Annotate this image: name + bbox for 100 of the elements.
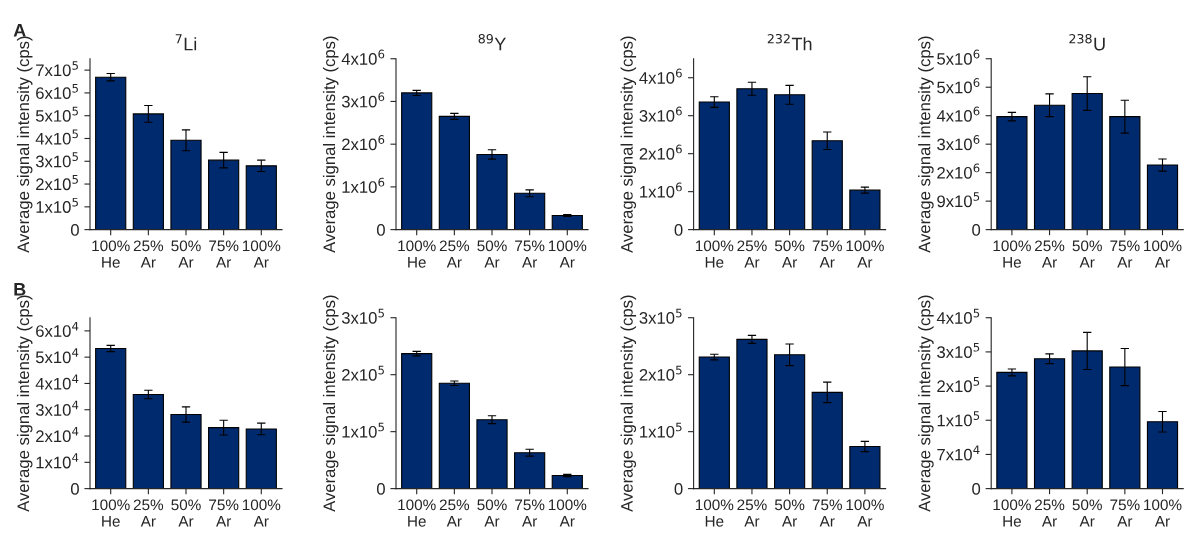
bar [551, 214, 583, 230]
x-tick-label: 75% Ar [1110, 499, 1140, 527]
y-axis-title: Average signal intensity (cps) [620, 295, 637, 512]
y-tick-label: 0 [70, 483, 79, 495]
y-tick-label: 2x10$^{6}$ [342, 135, 385, 151]
x-tick-label: 25% Ar [1035, 499, 1065, 527]
y-tick-label: 6x10$^{5}$ [36, 83, 78, 100]
bar [401, 92, 433, 230]
x-tick-label: 100% He [993, 499, 1031, 527]
y-axis-title: Average signal intensity (cps) [322, 36, 339, 253]
y-tick-label: 2x10$^{5}$ [937, 377, 980, 393]
bar [438, 115, 470, 230]
y-tick-label: 3x10$^{5}$ [937, 342, 980, 358]
bar [996, 371, 1028, 489]
y-tick-label: 1x10$^{6}$ [342, 177, 385, 193]
x-tick-label: 50% Ar [171, 499, 201, 527]
y-tick-label: 4x10$^{4}$ [35, 374, 79, 390]
x-tick-label: 100% Ar [242, 499, 281, 527]
x-tick-label: 50% Ar [477, 499, 507, 527]
chart-title: $^{89}$Y [478, 33, 506, 51]
y-tick-label: 0 [376, 483, 385, 495]
y-axis-title: Average signal intensity (cps) [918, 295, 934, 512]
x-tick-label: 100% He [695, 240, 734, 268]
bar [698, 356, 730, 489]
y-tick-label: 0 [376, 224, 385, 236]
y-tick-label: 7x10$^{4}$ [937, 445, 980, 461]
bar [996, 116, 1028, 230]
y-tick-label: 1x10$^{6}$ [640, 182, 682, 198]
y-tick-label: 0 [674, 483, 683, 495]
x-tick-label: 100% He [92, 499, 130, 527]
x-tick-label: 100% Ar [846, 499, 884, 527]
x-tick-label: 100% He [92, 240, 130, 268]
y-tick-label: 6x10$^{4}$ [36, 321, 79, 337]
bar [849, 189, 881, 230]
x-tick-label: 50% Ar [171, 240, 201, 268]
x-tick-label: 75% Ar [1110, 240, 1140, 268]
x-tick-label: 25% Ar [133, 240, 164, 268]
y-tick-label: 2x10$^{4}$ [36, 427, 79, 443]
bar [95, 76, 127, 230]
y-tick-label: 4x10$^{6}$ [341, 49, 385, 65]
y-tick-label: 1x10$^{5}$ [640, 422, 682, 438]
y-tick-label: 5x10$^{5}$ [35, 106, 78, 122]
bar [698, 101, 730, 230]
bar [736, 338, 768, 489]
x-tick-label: 50% Ar [477, 240, 507, 268]
x-tick-label: 75% Ar [812, 240, 842, 268]
y-tick-label: 2x10$^{6}$ [937, 163, 980, 179]
x-tick-label: 25% Ar [737, 240, 767, 268]
y-tick-label: 2x10$^{5}$ [639, 365, 682, 381]
bar [245, 165, 277, 230]
bar [514, 452, 546, 489]
y-tick-label: 2x10$^{5}$ [36, 175, 78, 191]
bar [245, 428, 277, 489]
x-tick-label: 100% He [695, 499, 734, 527]
y-axis-title: Average signal intensity (cps) [16, 295, 33, 512]
y-tick-label: 3x10$^{6}$ [937, 135, 980, 151]
y-tick-label: 3x10$^{6}$ [341, 92, 385, 108]
y-tick-label: 1x10$^{5}$ [36, 197, 78, 213]
x-tick-label: 100% He [398, 240, 436, 268]
x-tick-label: 25% Ar [133, 499, 164, 527]
y-tick-label: 3x10$^{5}$ [341, 308, 384, 324]
x-tick-label: 50% Ar [1072, 499, 1102, 527]
text: B [14, 283, 26, 296]
y-tick-label: 5x10$^{4}$ [35, 348, 79, 364]
x-tick-label: 50% Ar [774, 499, 805, 527]
y-tick-label: 2x10$^{5}$ [342, 365, 384, 381]
x-tick-label: 25% Ar [439, 240, 470, 268]
y-tick-label: 1x10$^{5}$ [342, 422, 384, 438]
x-tick-label: 50% Ar [1072, 240, 1102, 268]
x-tick-label: 100% He [993, 240, 1031, 268]
x-tick-label: 75% Ar [515, 499, 545, 527]
y-tick-label: 9x10$^{5}$ [937, 192, 980, 208]
bar [95, 347, 127, 489]
y-tick-label: 0 [70, 224, 79, 236]
x-tick-label: 100% Ar [1144, 240, 1182, 268]
y-tick-label: 4x10$^{5}$ [35, 129, 78, 145]
x-tick-label: 25% Ar [439, 499, 470, 527]
y-axis-title: Average signal intensity (cps) [16, 36, 33, 253]
bar [132, 393, 164, 489]
x-tick-label: 100% Ar [846, 240, 884, 268]
text: A [13, 24, 26, 37]
y-tick-label: 4x10$^{6}$ [936, 106, 980, 122]
x-tick-label: 75% Ar [515, 240, 545, 268]
bar [476, 153, 508, 230]
x-tick-label: 100% He [398, 499, 436, 527]
y-axis-title: Average signal intensity (cps) [322, 295, 339, 512]
x-tick-label: 100% Ar [242, 240, 281, 268]
y-tick-label: 1x10$^{5}$ [937, 411, 980, 427]
bar [551, 474, 583, 489]
x-tick-label: 75% Ar [209, 499, 239, 527]
y-tick-label: 3x10$^{5}$ [35, 152, 78, 168]
y-tick-label: 7x10$^{5}$ [36, 61, 78, 77]
x-tick-label: 75% Ar [209, 240, 239, 268]
chart-title: $^{232}$Th [767, 33, 812, 51]
y-tick-label: 3x10$^{6}$ [639, 106, 682, 122]
y-tick-label: 4x10$^{5}$ [936, 308, 980, 324]
y-tick-label: 1x10$^{4}$ [36, 453, 79, 469]
x-tick-label: 25% Ar [1035, 240, 1065, 268]
bar [849, 445, 881, 489]
y-tick-label: 3x10$^{4}$ [35, 400, 79, 416]
